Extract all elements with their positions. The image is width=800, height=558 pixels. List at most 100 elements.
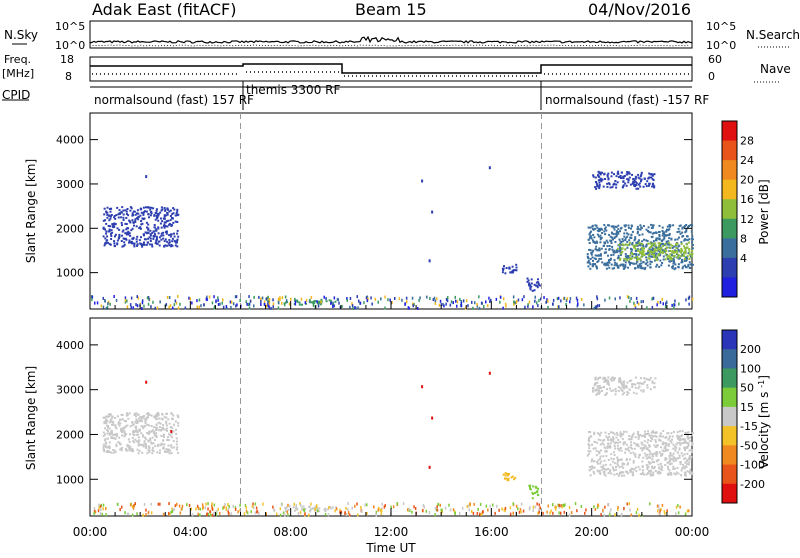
data-cell [608,182,610,185]
ground-cell [207,512,210,516]
data-cell [599,443,602,446]
ground-cell [145,513,147,517]
data-cell [587,265,590,268]
data-cell [598,385,601,387]
data-cell [655,265,658,268]
data-cell [132,221,135,224]
data-cell [111,415,114,418]
data-cell [172,418,174,421]
data-cell [611,232,614,235]
data-cell [616,266,619,269]
data-cell [606,380,609,383]
data-cell [655,246,658,249]
data-cell [173,235,176,238]
ground-cell [522,509,525,513]
data-cell [619,378,622,381]
ground-cell [267,301,269,305]
data-cell [690,455,693,458]
data-cell [612,431,615,434]
cpid-segment-2: themis 3300 RF [246,83,340,97]
data-cell [117,441,120,444]
data-cell [157,226,160,229]
data-cell [602,443,605,446]
data-cell [619,459,622,462]
data-cell [618,243,621,246]
data-cell [684,461,687,464]
data-cell [161,418,164,421]
colorbar-segment [722,121,737,142]
data-cell [648,248,651,250]
data-cell [593,466,596,469]
data-cell [176,229,179,232]
y-tick-label: 4000 [56,134,84,147]
ground-cell [513,300,515,304]
ground-cell [477,508,479,511]
data-cell [121,234,124,237]
data-cell [690,230,693,233]
ground-cell [267,303,269,307]
data-cell [140,244,143,246]
ground-cell [585,508,587,512]
data-cell [658,249,661,252]
data-cell [604,380,607,383]
data-cell [590,230,592,233]
data-cell [504,474,507,477]
data-cell [660,435,663,438]
data-cell [637,248,640,251]
ground-cell [357,306,359,310]
data-cell [651,185,654,188]
data-cell [608,233,611,236]
ground-cell [93,507,96,510]
data-cell [675,443,678,446]
data-cell [640,255,643,258]
data-cell [537,487,540,490]
data-cell [122,428,125,431]
data-cell [664,247,667,250]
data-cell [139,227,142,230]
data-cell [125,217,128,219]
data-cell [639,252,642,255]
data-cell [592,390,595,393]
data-cell [118,424,121,427]
data-cell [533,289,536,292]
data-cell [123,435,126,438]
ground-cell [91,295,94,299]
isolated-point-5 [170,223,173,227]
data-cell [634,267,636,270]
ground-cell [102,503,105,507]
data-cell [116,243,119,246]
data-cell [686,463,689,466]
ground-cell [518,510,521,514]
data-cell [604,178,606,180]
data-cell [105,441,107,444]
data-cell [651,178,654,181]
data-cell [655,460,658,463]
data-cell [633,442,636,445]
data-cell [642,185,645,188]
ground-cell [136,512,138,516]
beam-title: Beam 15 [355,0,427,19]
data-cell [136,209,139,212]
data-cell [596,226,599,229]
data-cell [134,219,137,222]
data-cell [604,242,606,245]
data-cell [668,469,671,472]
data-cell [113,449,116,452]
ground-cell [287,513,289,517]
data-cell [673,268,676,271]
data-cell [645,463,648,466]
data-cell [654,446,657,448]
data-cell [165,422,168,425]
data-cell [596,249,599,252]
data-cell [620,381,623,384]
ground-cell [663,510,666,514]
ground-cell [278,301,280,305]
data-cell [599,434,601,437]
data-cell [298,303,301,306]
ground-cell [297,512,300,515]
data-cell [685,259,688,262]
ground-cell [172,306,174,310]
data-cell [668,232,671,235]
data-cell [677,437,679,440]
